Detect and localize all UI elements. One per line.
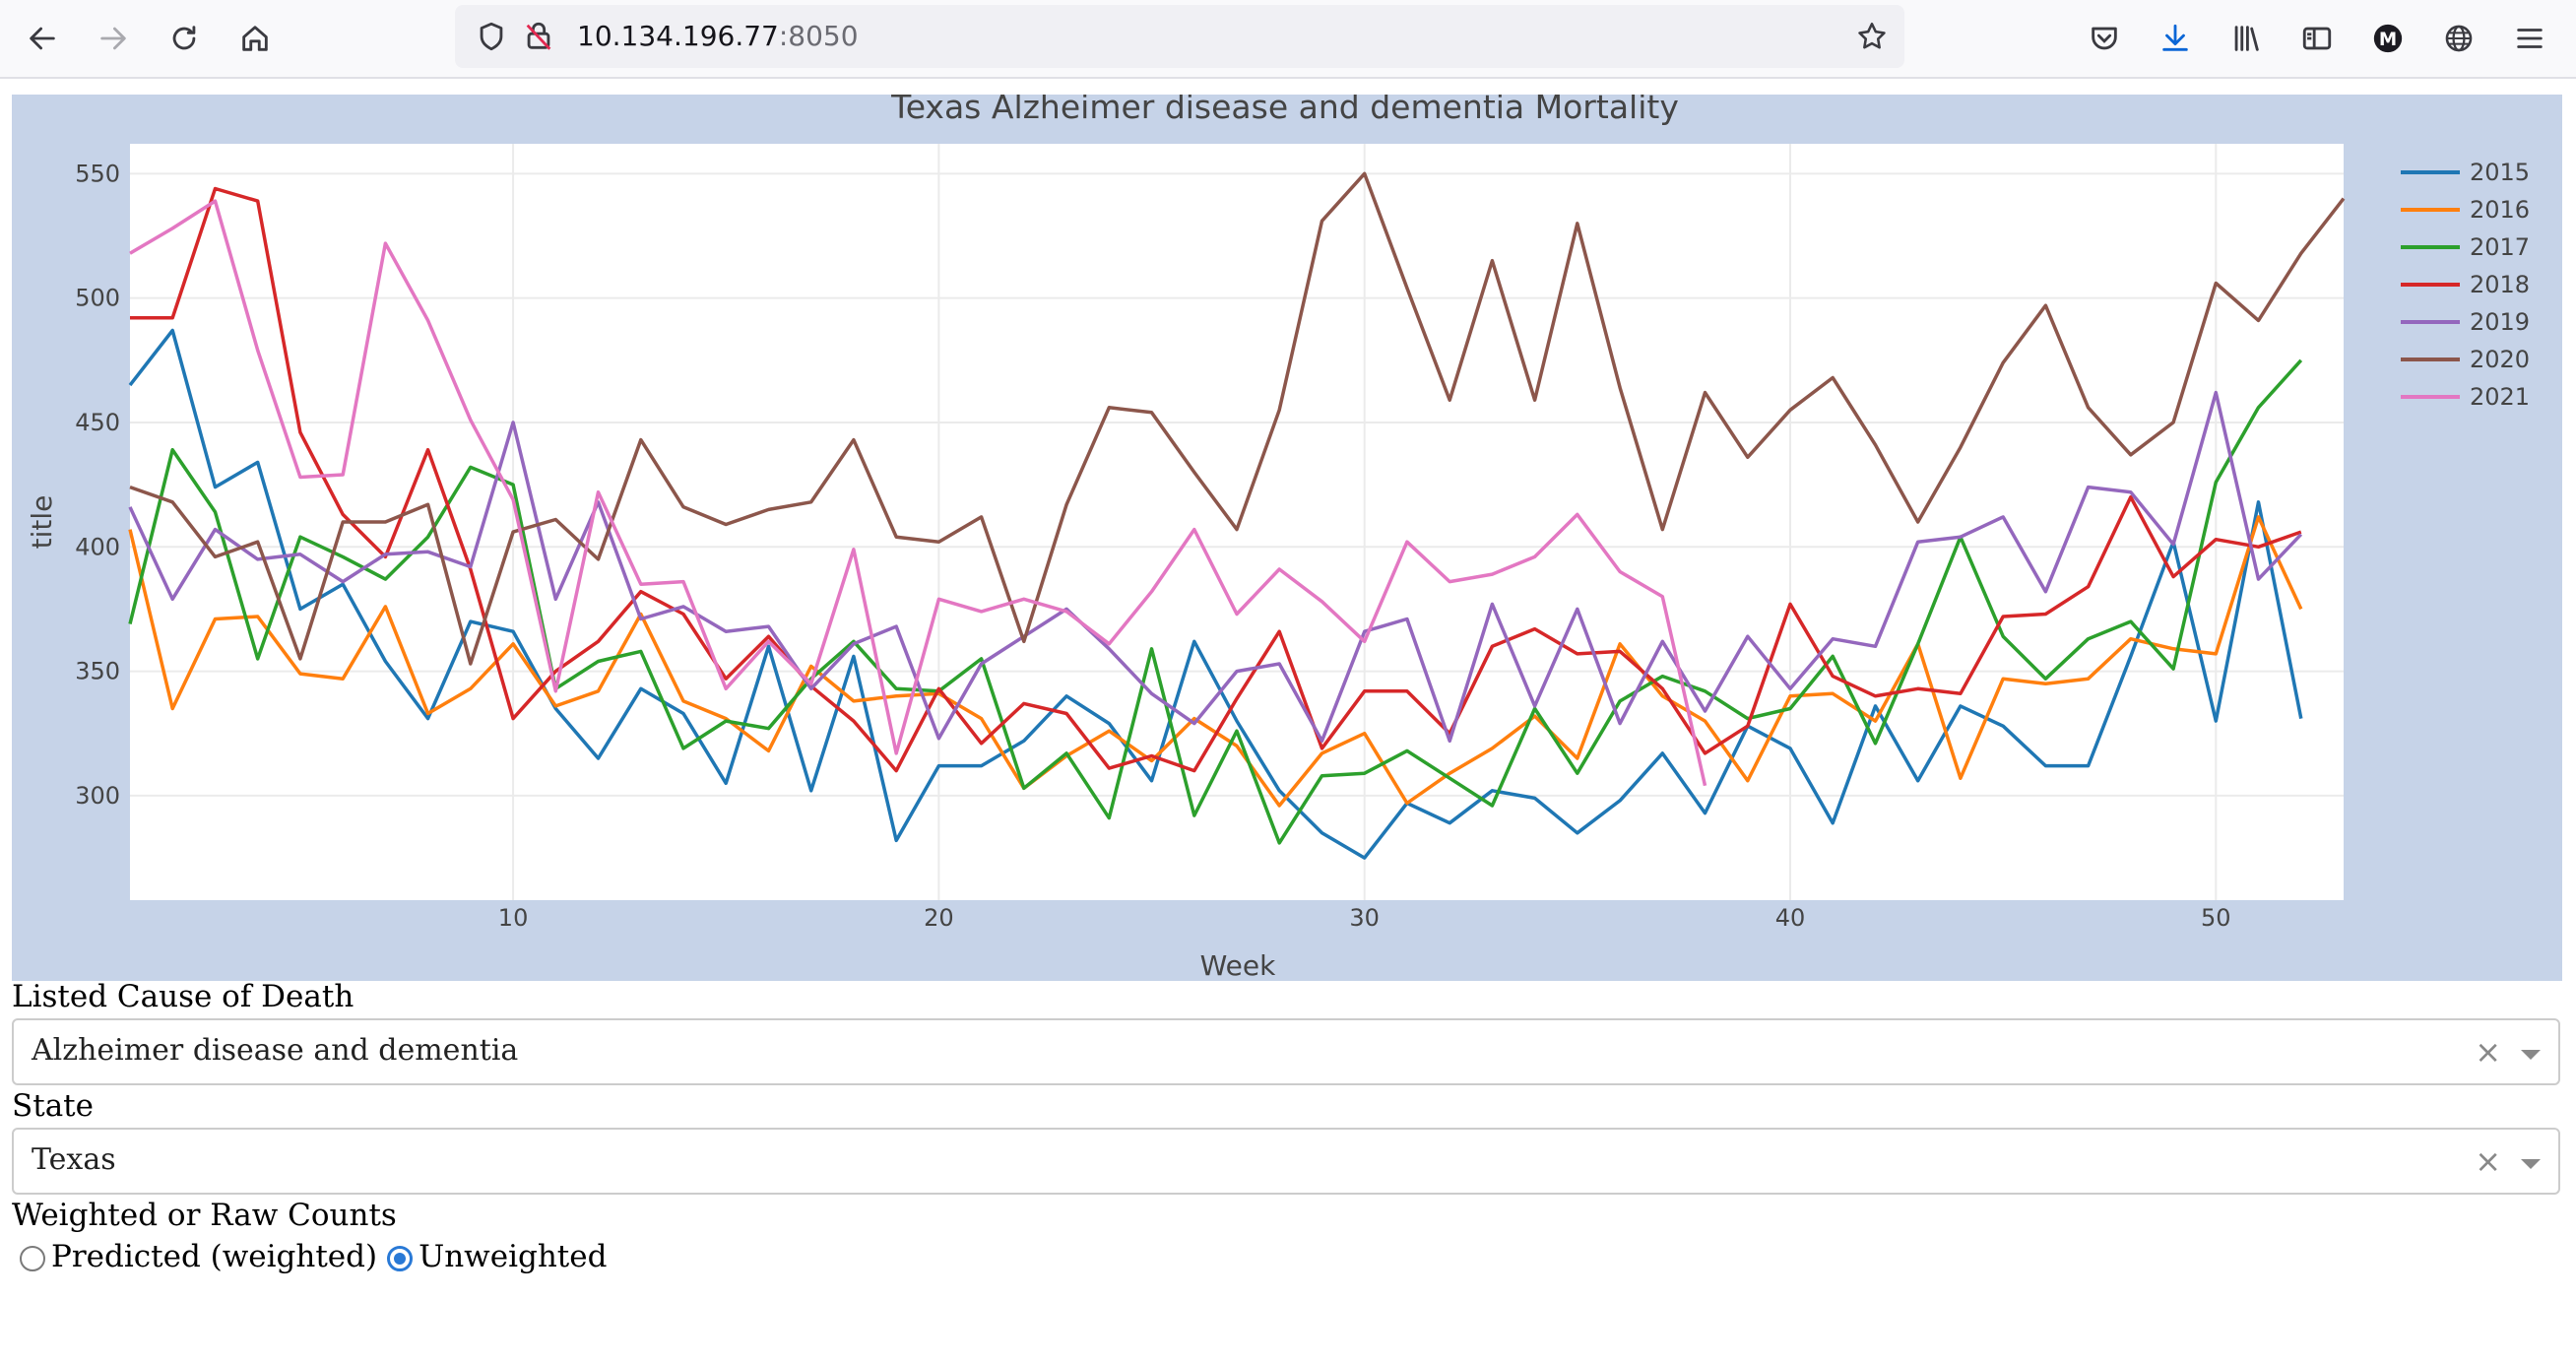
legend-item-2016[interactable]: 2016 bbox=[2401, 196, 2530, 224]
shield-icon[interactable] bbox=[467, 12, 516, 61]
chart-title: Texas Alzheimer disease and dementia Mor… bbox=[890, 95, 1679, 126]
legend-label: 2018 bbox=[2470, 271, 2530, 298]
series-line-2015[interactable] bbox=[128, 328, 2303, 860]
legend-label: 2019 bbox=[2470, 308, 2530, 336]
radio-button[interactable] bbox=[387, 1246, 414, 1271]
browser-toolbar: 10.134.196.77:8050 M bbox=[0, 0, 2576, 79]
series-line-2021[interactable] bbox=[129, 199, 1707, 787]
legend-label: 2015 bbox=[2470, 159, 2530, 186]
state-label: State bbox=[12, 1088, 94, 1124]
legend-item-2021[interactable]: 2021 bbox=[2401, 383, 2530, 411]
y-tick-label: 300 bbox=[75, 782, 120, 810]
legend-label: 2020 bbox=[2470, 346, 2530, 373]
url-host: 10.134.196.77 bbox=[577, 20, 779, 52]
state-dropdown[interactable]: Texas × bbox=[12, 1128, 2560, 1195]
y-tick-label: 500 bbox=[75, 285, 120, 312]
weighting-label: Weighted or Raw Counts bbox=[12, 1198, 397, 1233]
menu-icon[interactable] bbox=[2505, 14, 2554, 63]
y-tick-label: 450 bbox=[75, 409, 120, 436]
legend-label: 2017 bbox=[2470, 233, 2530, 261]
legend-item-2019[interactable]: 2019 bbox=[2401, 308, 2530, 336]
legend-item-2020[interactable]: 2020 bbox=[2401, 346, 2530, 373]
radio-option-label: Unweighted bbox=[419, 1239, 608, 1274]
legend-label: 2016 bbox=[2470, 196, 2530, 224]
weighting-radio-group: Predicted (weighted) Unweighted bbox=[20, 1237, 616, 1276]
reload-icon[interactable] bbox=[160, 14, 209, 63]
url-bar[interactable]: 10.134.196.77:8050 bbox=[455, 5, 1904, 68]
cause-of-death-value: Alzheimer disease and dementia bbox=[32, 1033, 519, 1068]
radio-option-unweighted[interactable]: Unweighted bbox=[387, 1239, 607, 1274]
series-line-2019[interactable] bbox=[128, 390, 2303, 744]
library-icon[interactable] bbox=[2222, 14, 2271, 63]
y-axis-title: title bbox=[26, 495, 58, 550]
series-line-2017[interactable] bbox=[128, 358, 2303, 845]
url-port: :8050 bbox=[778, 20, 859, 52]
radio-option-predicted-weighted[interactable]: Predicted (weighted) bbox=[20, 1239, 377, 1274]
y-tick-labels: 300 350 400 450 500 550 bbox=[75, 160, 120, 810]
home-icon[interactable] bbox=[230, 14, 280, 63]
series-lines[interactable] bbox=[128, 171, 2346, 860]
x-tick-label: 10 bbox=[498, 904, 529, 932]
svg-text:M: M bbox=[2379, 30, 2397, 50]
y-tick-label: 400 bbox=[75, 533, 120, 560]
x-tick-labels: 10 20 30 40 50 bbox=[498, 904, 2231, 932]
x-tick-label: 30 bbox=[1349, 904, 1380, 932]
bookmark-star-icon[interactable] bbox=[1847, 12, 1897, 61]
mortality-chart[interactable]: 300 350 400 450 500 550 10 20 30 40 50 Texas Alzh… bbox=[12, 95, 2562, 981]
radio-button[interactable] bbox=[20, 1246, 45, 1271]
plot-area[interactable] bbox=[130, 144, 2344, 900]
extensions-globe-icon[interactable] bbox=[2434, 14, 2483, 63]
pocket-icon[interactable] bbox=[2080, 14, 2129, 63]
series-line-2020[interactable] bbox=[129, 171, 2346, 666]
y-tick-label: 550 bbox=[75, 160, 120, 187]
series-line-2018[interactable] bbox=[130, 186, 2302, 773]
x-tick-label: 20 bbox=[924, 904, 954, 932]
x-axis-title: Week bbox=[1200, 949, 1276, 981]
cause-of-death-dropdown[interactable]: Alzheimer disease and dementia × bbox=[12, 1018, 2560, 1085]
account-icon[interactable]: M bbox=[2363, 14, 2413, 63]
clear-icon[interactable]: × bbox=[2475, 1142, 2501, 1180]
cause-of-death-label: Listed Cause of Death bbox=[12, 979, 354, 1014]
insecure-lock-icon[interactable] bbox=[514, 12, 563, 61]
state-value: Texas bbox=[32, 1142, 116, 1177]
legend-item-2015[interactable]: 2015 bbox=[2401, 159, 2530, 186]
forward-arrow-icon[interactable] bbox=[89, 14, 138, 63]
x-tick-label: 50 bbox=[2201, 904, 2231, 932]
x-tick-label: 40 bbox=[1775, 904, 1806, 932]
legend-label: 2021 bbox=[2470, 383, 2530, 411]
legend-item-2018[interactable]: 2018 bbox=[2401, 271, 2530, 298]
y-tick-label: 350 bbox=[75, 658, 120, 685]
chevron-down-icon[interactable] bbox=[2521, 1159, 2541, 1169]
url-text[interactable]: 10.134.196.77:8050 bbox=[577, 20, 859, 52]
legend[interactable]: 2015 2016 2017 2018 2019 2020 2021 bbox=[2401, 159, 2530, 411]
downloads-icon[interactable] bbox=[2151, 14, 2200, 63]
chevron-down-icon[interactable] bbox=[2521, 1050, 2541, 1060]
clear-icon[interactable]: × bbox=[2475, 1033, 2501, 1071]
sidebar-icon[interactable] bbox=[2292, 14, 2342, 63]
radio-option-label: Predicted (weighted) bbox=[51, 1239, 378, 1274]
back-arrow-icon[interactable] bbox=[18, 14, 67, 63]
legend-item-2017[interactable]: 2017 bbox=[2401, 233, 2530, 261]
